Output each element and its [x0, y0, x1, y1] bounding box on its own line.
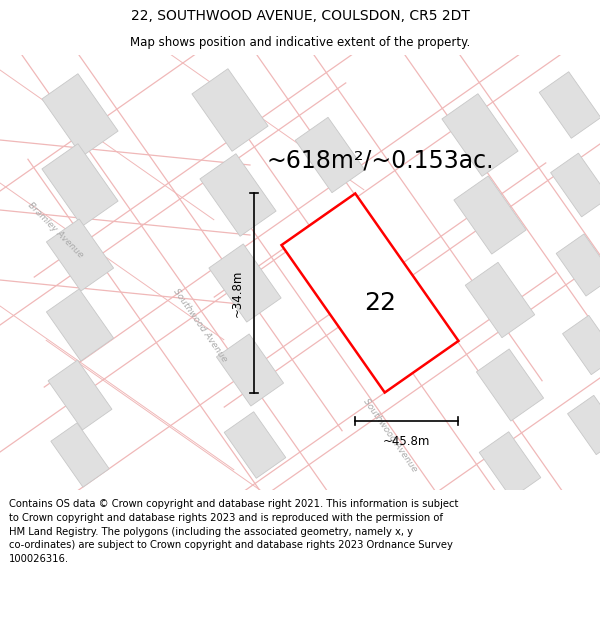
Text: ~45.8m: ~45.8m — [383, 434, 431, 447]
Text: Map shows position and indicative extent of the property.: Map shows position and indicative extent… — [130, 36, 470, 49]
Polygon shape — [224, 412, 286, 478]
Polygon shape — [209, 244, 281, 322]
Polygon shape — [479, 432, 541, 498]
Polygon shape — [42, 144, 118, 226]
Polygon shape — [46, 289, 113, 361]
Polygon shape — [465, 262, 535, 338]
Text: ~618m²/~0.153ac.: ~618m²/~0.153ac. — [266, 148, 494, 172]
Text: Bramley Avenue: Bramley Avenue — [26, 201, 85, 259]
Polygon shape — [539, 72, 600, 138]
Polygon shape — [281, 194, 458, 392]
Polygon shape — [563, 316, 600, 374]
Polygon shape — [568, 396, 600, 454]
Text: Southwood Avenue: Southwood Avenue — [361, 397, 419, 473]
Polygon shape — [48, 360, 112, 430]
Text: ~34.8m: ~34.8m — [230, 269, 244, 317]
Polygon shape — [217, 334, 284, 406]
Polygon shape — [307, 204, 374, 276]
Polygon shape — [51, 423, 109, 487]
Text: 22: 22 — [364, 291, 396, 315]
Polygon shape — [42, 74, 118, 156]
Polygon shape — [551, 153, 600, 217]
Text: 22, SOUTHWOOD AVENUE, COULSDON, CR5 2DT: 22, SOUTHWOOD AVENUE, COULSDON, CR5 2DT — [131, 9, 469, 24]
Polygon shape — [295, 118, 365, 192]
Polygon shape — [476, 349, 544, 421]
Text: Contains OS data © Crown copyright and database right 2021. This information is : Contains OS data © Crown copyright and d… — [9, 499, 458, 564]
Polygon shape — [192, 69, 268, 151]
Polygon shape — [442, 94, 518, 176]
Polygon shape — [556, 234, 600, 296]
Text: Southwood Avenue: Southwood Avenue — [171, 287, 229, 363]
Polygon shape — [454, 176, 526, 254]
Polygon shape — [46, 219, 113, 291]
Polygon shape — [200, 154, 276, 236]
